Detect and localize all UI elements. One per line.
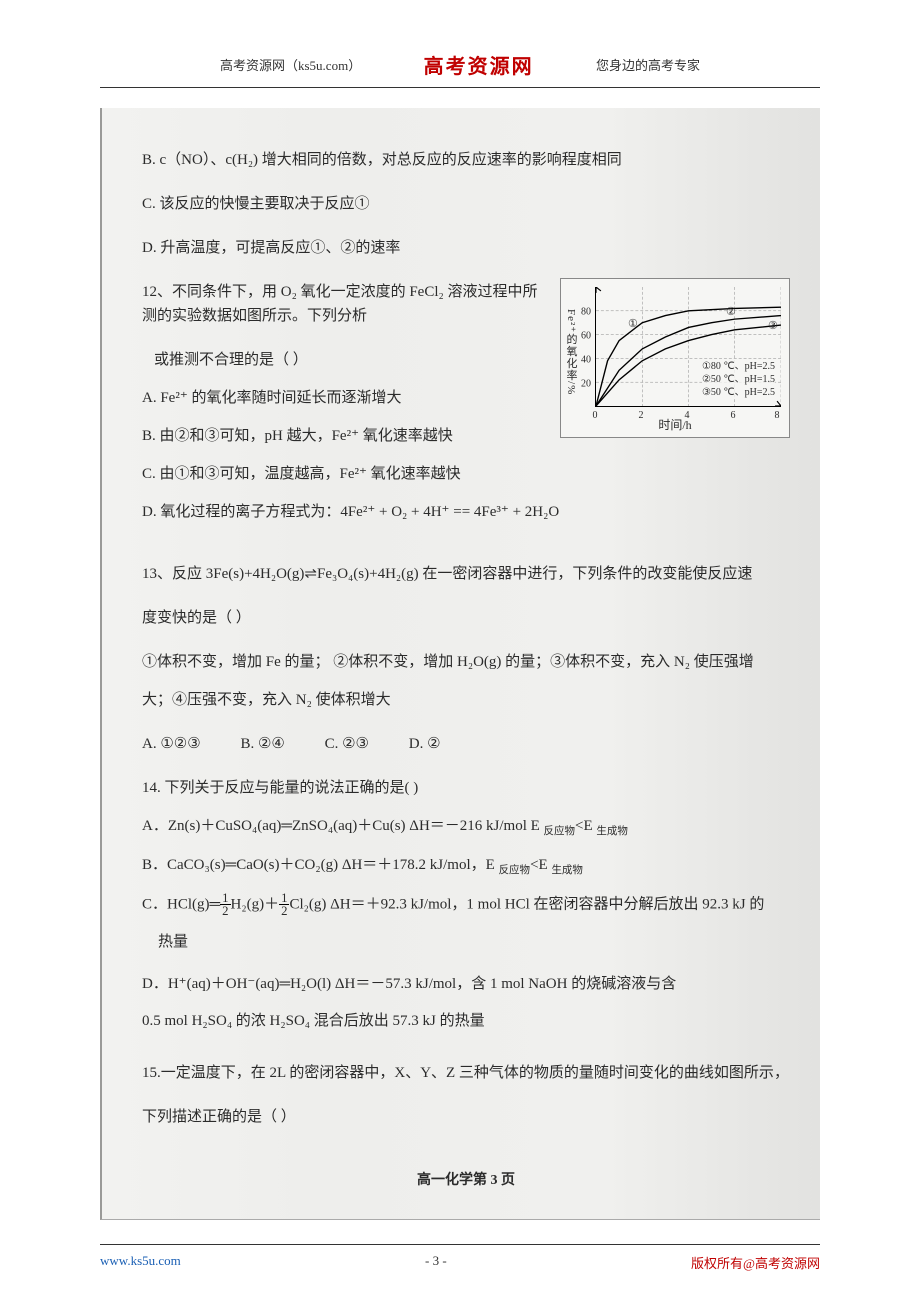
q14-stem: 14. 下列关于反应与能量的说法正确的是( ) [142,776,790,800]
page-footer: www.ks5u.com - 3 - 版权所有@高考资源网 [100,1244,820,1272]
legend-2: ②50 ℃、pH=1.5 [702,373,775,386]
curve-label-3: ③ [768,319,778,332]
q11-option-d: D. 升高温度，可提高反应①、②的速率 [142,236,790,260]
q15-stem-1: 15.一定温度下，在 2L 的密闭容器中，X、Y、Z 三种气体的物质的量随时间变… [142,1061,790,1085]
header-center-logo: 高考资源网 [424,50,534,79]
q13-conditions-1: ①体积不变，增加 Fe 的量； ②体积不变，增加 H₂O(g) 的量；③体积不变… [142,650,790,674]
q13-stem-1: 13、反应 3Fe(s)+4H₂O(g)⇌Fe₃O₄(s)+4H₂(g) 在一密… [142,562,790,586]
q11-option-b: B. c（NO）、c(H₂) 增大相同的倍数，对总反应的反应速率的影响程度相同 [142,148,790,172]
q12-option-c: C. 由①和③可知，温度越高，Fe²⁺ 氧化速率越快 [142,462,790,486]
header-left: 高考资源网（ks5u.com） [220,55,361,74]
ytick-80: 80 [581,307,591,318]
exam-page-scan: B. c（NO）、c(H₂) 增大相同的倍数，对总反应的反应速率的影响程度相同 … [100,108,820,1220]
footer-left-url: www.ks5u.com [100,1253,181,1272]
ytick-20: 20 [581,379,591,390]
ytick-40: 40 [581,355,591,366]
q13-options: A. ①②③ B. ②④ C. ②③ D. ② [142,732,790,756]
q13-conditions-2: 大；④压强不变，充入 N₂ 使体积增大 [142,688,790,712]
footer-center-page: - 3 - [181,1253,691,1272]
chart-y-label: Fe²⁺的氧化率/% [563,309,579,395]
q15-stem-2: 下列描述正确的是（ ） [142,1105,790,1129]
footer-right-copyright: 版权所有@高考资源网 [691,1253,820,1272]
q14-option-c-1: C．HCl(g)═12H₂(g)＋12Cl₂(g) ΔH＝＋92.3 kJ/mo… [142,892,790,919]
q14-option-c-2: 热量 [142,930,790,956]
curve-label-2: ② [726,305,736,318]
q13-option-a: A. ①②③ [142,732,201,756]
chart-legend: ①80 ℃、pH=2.5 ②50 ℃、pH=1.5 ③50 ℃、pH=2.5 [702,360,775,399]
page-header: 高考资源网（ks5u.com） 高考资源网 您身边的高考专家 [100,0,820,88]
q14-option-d-1: D．H⁺(aq)＋OH⁻(aq)═H₂O(l) ΔH＝－57.3 kJ/mol，… [142,972,790,998]
scan-page-number: 高一化学第 3 页 [142,1169,790,1189]
ytick-60: 60 [581,331,591,342]
q13-option-c: C. ②③ [325,732,369,756]
q14-option-a: A．Zn(s)＋CuSO₄(aq)═ZnSO₄(aq)＋Cu(s) ΔH＝－21… [142,814,790,841]
q13-option-b: B. ②④ [240,732,284,756]
q14-option-d-2: 0.5 mol H₂SO₄ 的浓 H₂SO₄ 混合后放出 57.3 kJ 的热量 [142,1009,790,1035]
q13-stem-2: 度变快的是（ ） [142,606,790,630]
q13-option-d: D. ② [409,732,441,756]
q12-option-d: D. 氧化过程的离子方程式为：4Fe²⁺ + O₂ + 4H⁺ == 4Fe³⁺… [142,500,790,524]
chart-x-label: 时间/h [561,416,789,433]
legend-3: ③50 ℃、pH=2.5 [702,386,775,399]
q11-option-c: C. 该反应的快慢主要取决于反应① [142,192,790,216]
header-right: 您身边的高考专家 [596,55,700,74]
curve-label-1: ① [628,317,638,330]
q14-option-b: B．CaCO₃(s)═CaO(s)＋CO₂(g) ΔH＝＋178.2 kJ/mo… [142,853,790,880]
legend-1: ①80 ℃、pH=2.5 [702,360,775,373]
oxidation-rate-chart: Fe²⁺的氧化率/% ① ② ③ 20 40 60 80 0 2 4 6 8 ①… [560,278,790,438]
